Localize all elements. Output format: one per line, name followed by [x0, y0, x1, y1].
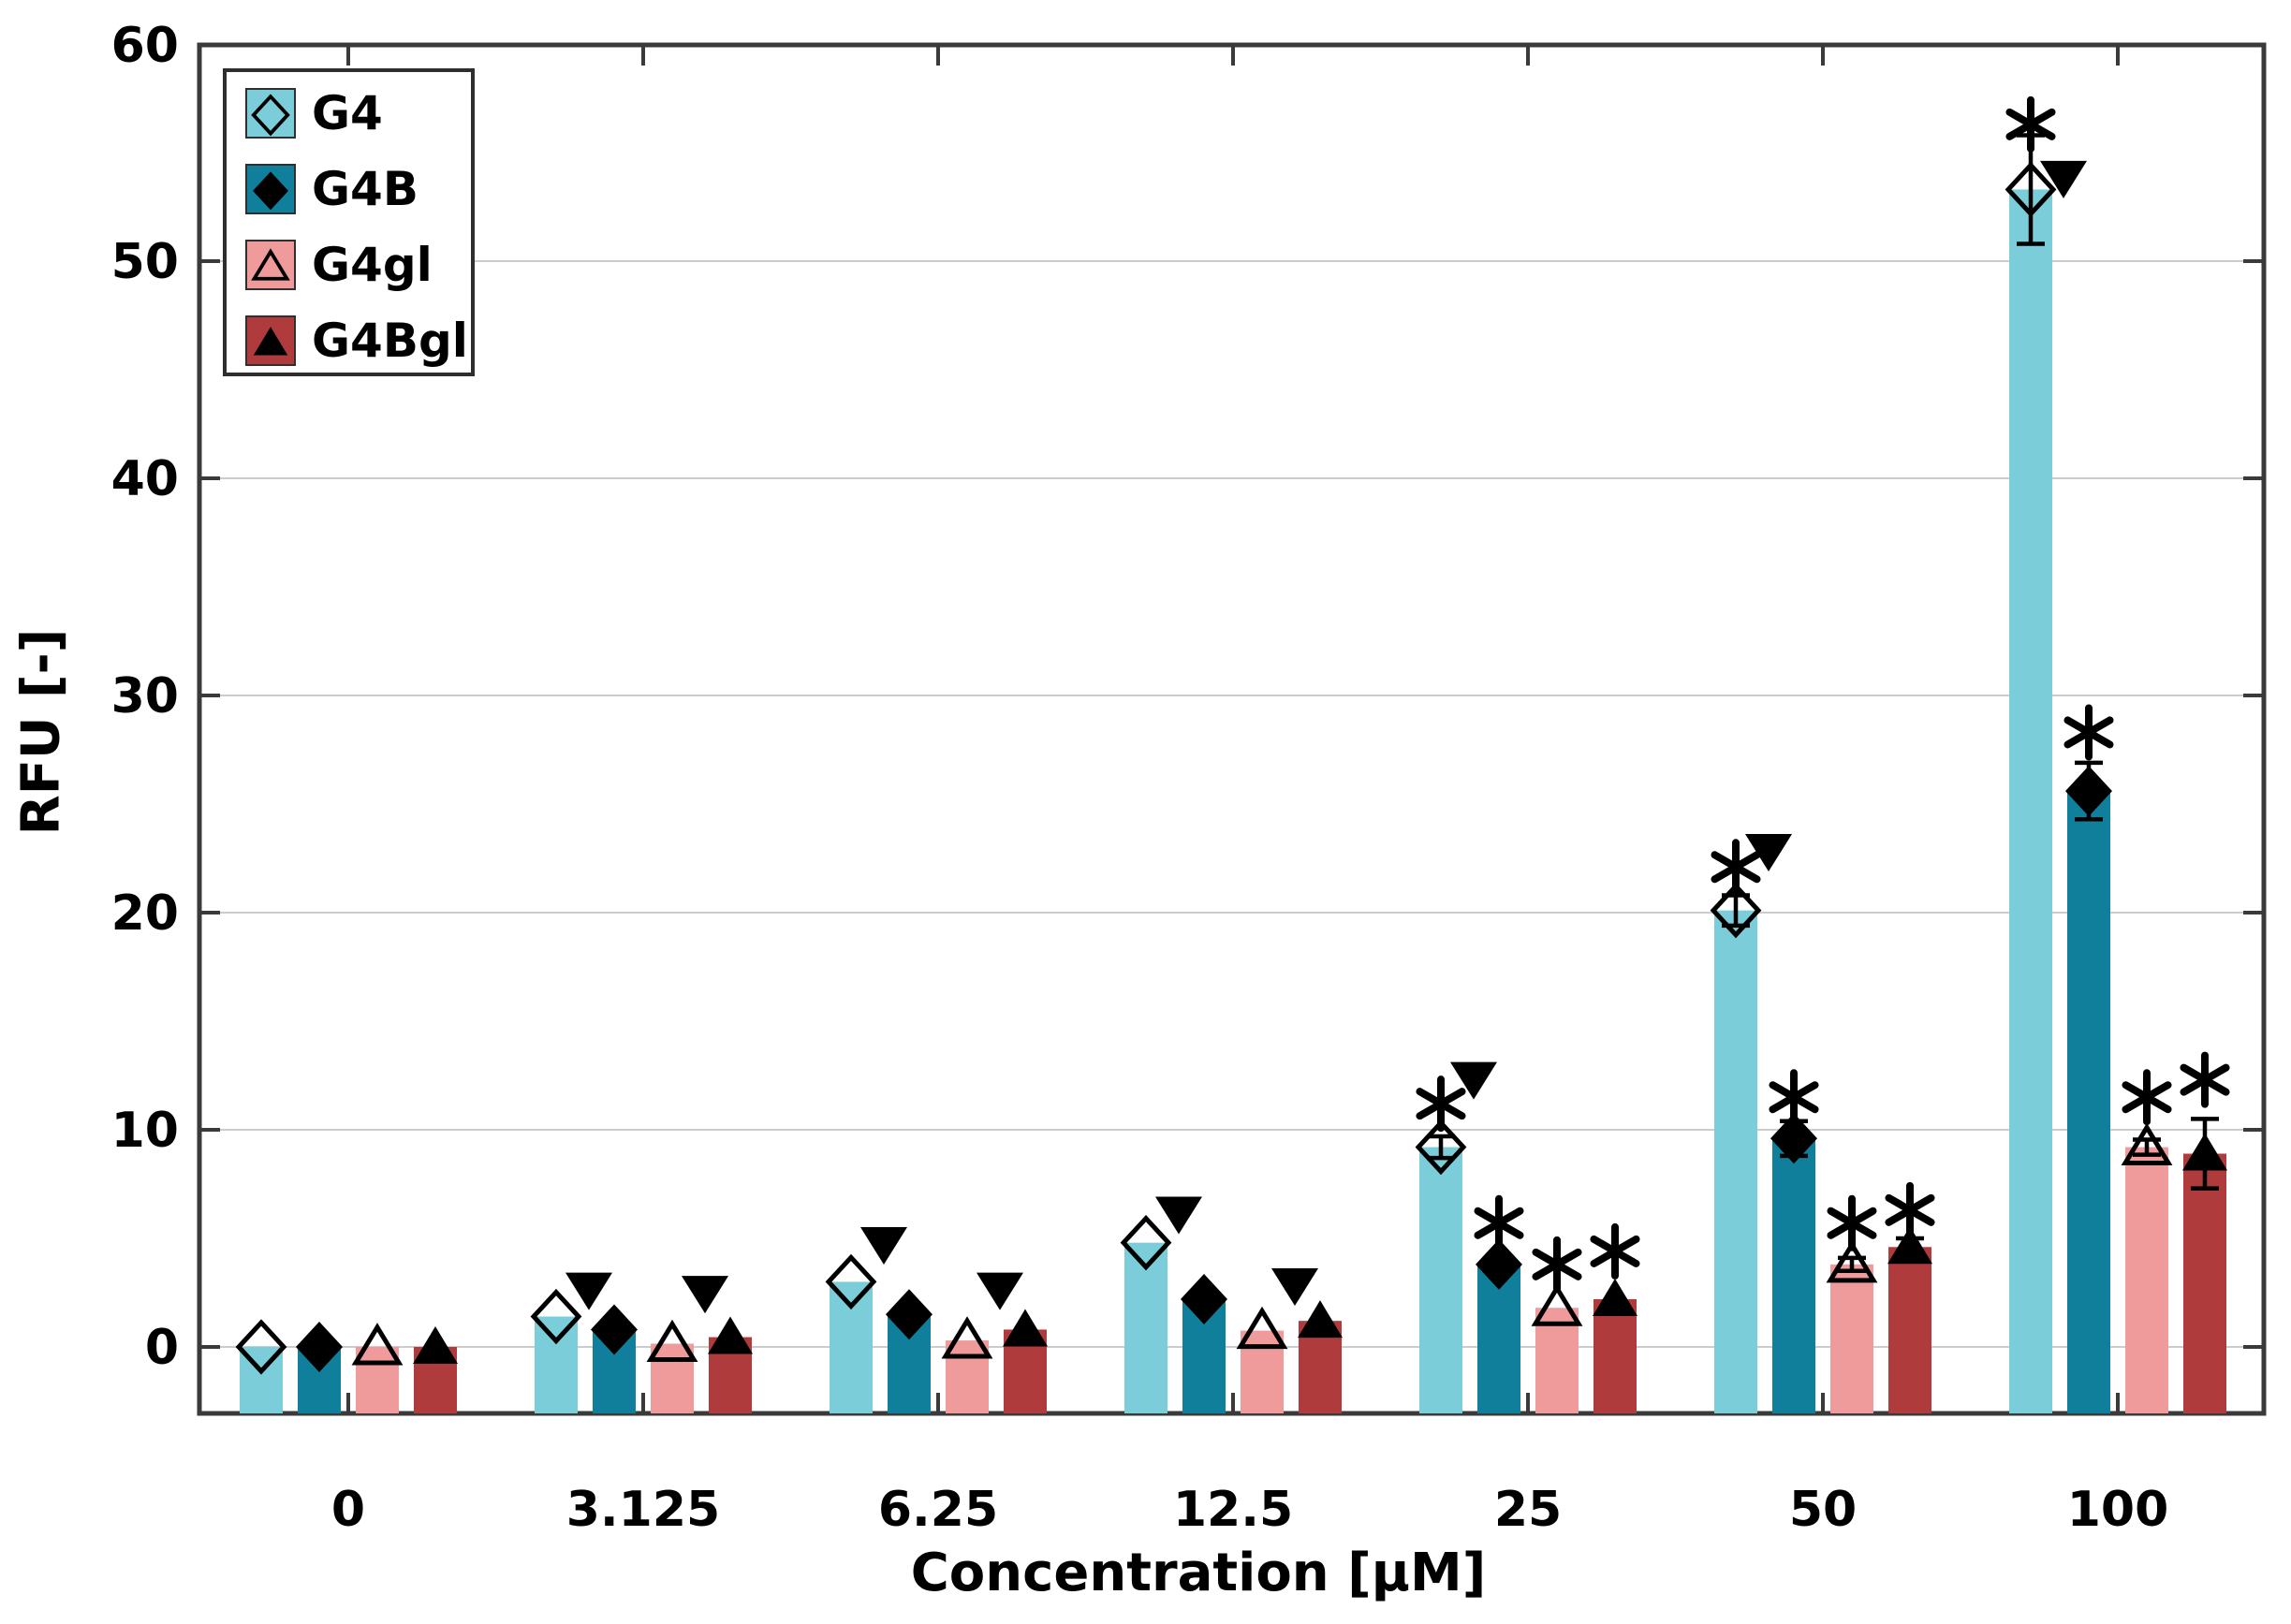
open-diamond-icon: [245, 88, 296, 139]
filled-triangle-icon: [245, 315, 296, 366]
svg-text:60: 60: [111, 18, 179, 74]
legend-label: G4Bgl: [312, 314, 468, 368]
svg-text:3.125: 3.125: [566, 1482, 720, 1538]
svg-text:12.5: 12.5: [1173, 1482, 1293, 1538]
svg-text:0: 0: [331, 1482, 365, 1538]
svg-text:0: 0: [145, 1320, 179, 1376]
legend-item-g4: G4: [245, 88, 471, 139]
legend-label: G4: [312, 86, 383, 140]
legend-item-g4gl: G4gl: [245, 240, 471, 290]
svg-text:10: 10: [111, 1103, 179, 1159]
svg-text:20: 20: [111, 885, 179, 942]
svg-text:40: 40: [111, 451, 179, 507]
svg-text:100: 100: [2067, 1482, 2169, 1538]
legend-item-g4bgl: G4Bgl: [245, 315, 471, 366]
svg-text:50: 50: [1789, 1482, 1857, 1538]
open-triangle-icon: [245, 240, 296, 290]
x-axis-title: Concentration [μM]: [910, 1543, 1487, 1603]
svg-text:6.25: 6.25: [878, 1482, 998, 1538]
filled-diamond-icon: [245, 164, 296, 214]
svg-text:30: 30: [111, 668, 179, 724]
chart-legend: G4 G4B G4gl G4Bgl: [223, 68, 475, 376]
svg-text:25: 25: [1494, 1482, 1562, 1538]
legend-item-g4b: G4B: [245, 164, 471, 214]
y-axis-title: RFU [-]: [10, 628, 72, 836]
legend-label: G4B: [312, 162, 419, 216]
svg-text:50: 50: [111, 234, 179, 290]
legend-label: G4gl: [312, 238, 433, 292]
